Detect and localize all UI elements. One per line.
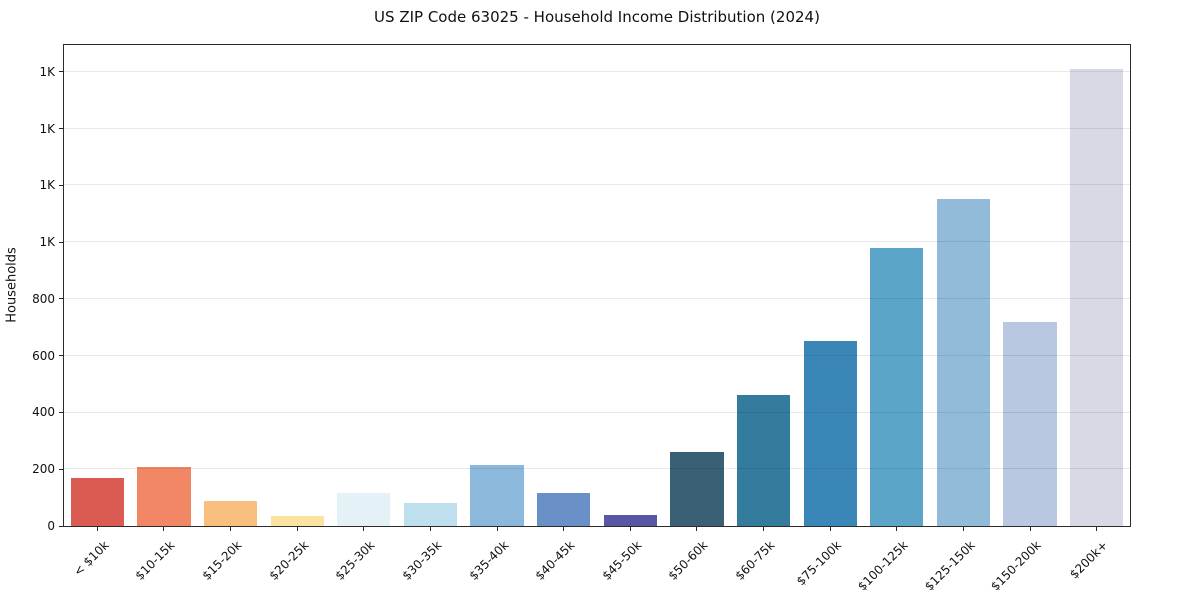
y-tick-label: 400: [32, 405, 55, 420]
x-tick-mark: [962, 527, 964, 531]
y-tick-label: 1K: [39, 178, 55, 193]
gridline: [64, 184, 1130, 186]
y-tick-mark: [59, 411, 63, 413]
y-tick-label: 200: [32, 462, 55, 477]
y-tick-label: 0: [47, 519, 55, 533]
x-tick-mark: [763, 527, 765, 531]
x-tick-mark: [429, 527, 431, 531]
x-tick-mark: [230, 527, 232, 531]
x-tick-mark: [1029, 527, 1031, 531]
bar: [70, 478, 124, 526]
plot-area: [63, 44, 1131, 527]
x-tick-mark: [896, 527, 898, 531]
y-tick-label: 1K: [39, 64, 55, 79]
y-tick-mark: [59, 128, 63, 130]
bar: [1003, 321, 1057, 526]
y-tick-label: 600: [32, 348, 55, 363]
gridline: [64, 70, 1130, 72]
bar: [603, 514, 657, 526]
bar: [870, 248, 924, 526]
gridline: [64, 127, 1130, 129]
bar: [270, 516, 324, 526]
chart-title: US ZIP Code 63025 - Household Income Dis…: [374, 8, 820, 26]
x-tick-mark: [1096, 527, 1098, 531]
gridline: [64, 241, 1130, 243]
bar: [337, 493, 391, 526]
bar: [470, 465, 524, 526]
x-tick-label-anchor: $200k+: [941, 534, 1111, 582]
bar: [203, 501, 258, 526]
y-tick-mark: [59, 525, 63, 527]
y-tick-mark: [59, 71, 63, 73]
y-tick-label: 1K: [39, 235, 55, 250]
x-tick-mark: [563, 527, 565, 531]
gridline: [64, 297, 1130, 299]
gridline: [64, 354, 1130, 356]
bar: [1070, 68, 1124, 526]
bar: [736, 395, 791, 526]
bar: [670, 452, 724, 526]
bar: [537, 493, 591, 526]
bar: [803, 340, 857, 526]
x-tick-mark: [363, 527, 365, 531]
bar: [137, 467, 191, 526]
bar: [403, 503, 458, 526]
x-tick-mark: [96, 527, 98, 531]
x-tick-mark: [829, 527, 831, 531]
y-tick-mark: [59, 355, 63, 357]
x-tick-label: $200k+: [1067, 538, 1111, 582]
x-tick-mark: [696, 527, 698, 531]
x-tick-mark: [496, 527, 498, 531]
y-tick-mark: [59, 241, 63, 243]
gridline: [64, 411, 1130, 413]
gridline: [64, 468, 1130, 470]
y-tick-label: 1K: [39, 121, 55, 136]
x-tick-mark: [296, 527, 298, 531]
x-tick-mark: [163, 527, 165, 531]
y-axis-label: Households: [4, 247, 20, 323]
y-tick-label: 800: [32, 291, 55, 306]
y-tick-mark: [59, 184, 63, 186]
y-tick-mark: [59, 298, 63, 300]
y-tick-mark: [59, 468, 63, 470]
x-tick-mark: [629, 527, 631, 531]
bar: [936, 199, 991, 526]
